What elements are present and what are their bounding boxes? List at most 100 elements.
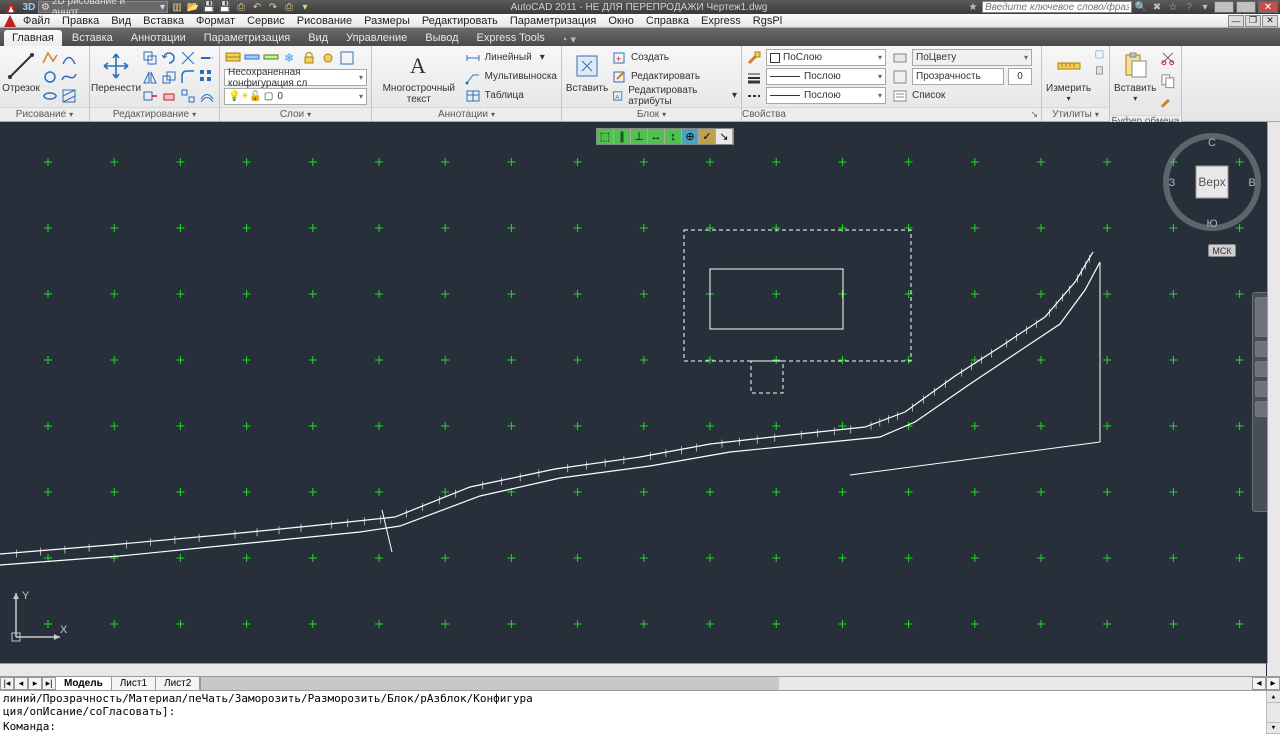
binoculars-icon[interactable]: 🔍: [1134, 1, 1148, 13]
constraint-icon-4[interactable]: ↔: [648, 129, 665, 144]
stretch-icon[interactable]: [141, 87, 159, 105]
menu-express[interactable]: Express: [695, 15, 747, 27]
rotate-icon[interactable]: [160, 49, 178, 67]
qat-print2-icon[interactable]: ⎙: [282, 1, 296, 13]
lineweight-icon[interactable]: [746, 69, 762, 85]
drawing-area[interactable]: ⬚ ∥ ⊥ ↔ ↕ ⊕ ✓ ↘ Верх С Ю В З МСК: [0, 122, 1280, 676]
erase-icon[interactable]: [160, 87, 178, 105]
cut-icon[interactable]: [1159, 49, 1177, 70]
layer-lock-icon[interactable]: [300, 49, 318, 67]
measure-button[interactable]: Измерить▾: [1046, 49, 1091, 103]
fillet-icon[interactable]: [179, 68, 197, 86]
qat-new-icon[interactable]: ▥: [170, 1, 184, 13]
sheet-first-button[interactable]: |◂: [0, 677, 14, 690]
copy-icon[interactable]: [141, 49, 159, 67]
sheet-next-button[interactable]: ▸: [28, 677, 42, 690]
menu-правка[interactable]: Правка: [56, 15, 105, 27]
transparency-icon[interactable]: [892, 69, 908, 85]
block-create-button[interactable]: +Создать: [611, 49, 737, 66]
tab-вставка[interactable]: Вставка: [64, 30, 121, 46]
tab-вывод[interactable]: Вывод: [417, 30, 466, 46]
qat-open-icon[interactable]: 📂: [186, 1, 200, 13]
layer-prop-icon[interactable]: [224, 49, 242, 67]
constraint-icon-6[interactable]: ⊕: [682, 129, 699, 144]
paste-button[interactable]: Вставить▾: [1114, 49, 1156, 103]
help-dd-icon[interactable]: ▾: [1198, 1, 1212, 13]
hatch-icon[interactable]: [60, 87, 78, 105]
workspace-combo[interactable]: ⚙2D рисование и аннот...▾: [38, 1, 168, 13]
doc-restore-button[interactable]: ❐: [1245, 15, 1261, 27]
tab-аннотации[interactable]: Аннотации: [123, 30, 194, 46]
horizontal-scrollbar[interactable]: [200, 677, 1252, 690]
copy2-icon[interactable]: [1159, 72, 1177, 93]
menu-окно[interactable]: Окно: [602, 15, 640, 27]
panel-title-utilities[interactable]: Утилиты▾: [1042, 107, 1109, 121]
spline-icon[interactable]: [60, 68, 78, 86]
tab-параметризация[interactable]: Параметризация: [196, 30, 298, 46]
constraint-icon-5[interactable]: ↕: [665, 129, 682, 144]
doc-minimize-button[interactable]: —: [1228, 15, 1244, 27]
menu-рисование[interactable]: Рисование: [291, 15, 358, 27]
linetype-icon[interactable]: [746, 88, 762, 104]
constraint-icon-8[interactable]: ↘: [716, 129, 733, 144]
dimension-linear-button[interactable]: Линейный▾: [465, 49, 557, 66]
menu-сервис[interactable]: Сервис: [241, 15, 291, 27]
extend-icon[interactable]: [198, 49, 216, 67]
hscroll-left-button[interactable]: ◂: [1252, 677, 1266, 690]
qat-dropdown-icon[interactable]: ▾: [298, 1, 312, 13]
explode-icon[interactable]: [179, 87, 197, 105]
vertical-scrollbar[interactable]: [1267, 122, 1280, 663]
viewcube[interactable]: Верх С Ю В З: [1162, 132, 1262, 232]
linetype-combo[interactable]: Послою▾: [766, 87, 886, 104]
insert-block-button[interactable]: Вставить: [566, 49, 608, 94]
constraint-icon-7[interactable]: ✓: [699, 129, 716, 144]
line-button[interactable]: Отрезок: [4, 49, 38, 94]
layer-iso-icon[interactable]: [262, 49, 280, 67]
layer-match-icon[interactable]: [338, 49, 356, 67]
panel-title-layers[interactable]: Слои▾: [220, 107, 371, 121]
mleader-button[interactable]: Мультивыноска: [465, 68, 557, 85]
ellipse-icon[interactable]: [41, 87, 59, 105]
list-button[interactable]: Список: [892, 87, 1032, 104]
command-line[interactable]: линий/Прозрачность/Материал/пеЧать/Замор…: [0, 690, 1280, 734]
arc-icon[interactable]: [60, 49, 78, 67]
hscroll-right-button[interactable]: ▸: [1266, 677, 1280, 690]
circle-icon[interactable]: [41, 68, 59, 86]
app-icon[interactable]: [3, 0, 19, 14]
sheet-tab-лист1[interactable]: Лист1: [112, 677, 156, 690]
maximize-button[interactable]: □: [1236, 1, 1256, 13]
plotstyle-combo[interactable]: ПоЦвету▾: [912, 49, 1032, 66]
select-icon[interactable]: [1094, 49, 1105, 63]
constraint-icon-3[interactable]: ⊥: [631, 129, 648, 144]
layer-states-icon[interactable]: [243, 49, 261, 67]
layer-off-icon[interactable]: [319, 49, 337, 67]
sheet-tab-модель[interactable]: Модель: [56, 677, 112, 690]
qat-save-icon[interactable]: 💾: [202, 1, 216, 13]
constraint-icon-2[interactable]: ∥: [614, 129, 631, 144]
qat-undo-icon[interactable]: ↶: [250, 1, 264, 13]
qat-redo-icon[interactable]: ↷: [266, 1, 280, 13]
trim-icon[interactable]: [179, 49, 197, 67]
ribbon-extra-icon[interactable]: ◔ ▾: [561, 33, 576, 46]
sheet-last-button[interactable]: ▸|: [42, 677, 56, 690]
app-menu-icon[interactable]: [3, 14, 17, 28]
qat-print-icon[interactable]: ⎙: [234, 1, 248, 13]
doc-close-button[interactable]: ✕: [1262, 15, 1278, 27]
array-icon[interactable]: [198, 68, 216, 86]
block-edit-button[interactable]: Редактировать: [611, 68, 737, 85]
cmd-scrollbar[interactable]: ▴▾: [1266, 691, 1280, 734]
transparency-value[interactable]: 0: [1008, 68, 1032, 85]
matchprop2-icon[interactable]: [1159, 94, 1177, 115]
menu-формат[interactable]: Формат: [190, 15, 241, 27]
menu-справка[interactable]: Справка: [640, 15, 695, 27]
wcs-badge[interactable]: МСК: [1208, 244, 1236, 257]
qat-3d-icon[interactable]: 3D: [22, 1, 36, 13]
menu-вставка[interactable]: Вставка: [137, 15, 190, 27]
move-button[interactable]: Перенести: [94, 49, 138, 94]
lineweight-combo[interactable]: Послою▾: [766, 68, 886, 85]
help-search-input[interactable]: [982, 1, 1132, 13]
mtext-button[interactable]: A Многострочный текст: [376, 49, 462, 105]
panel-title-draw[interactable]: Рисование▾: [0, 107, 89, 121]
polyline-icon[interactable]: [41, 49, 59, 67]
qcalc-icon[interactable]: [1094, 65, 1105, 79]
